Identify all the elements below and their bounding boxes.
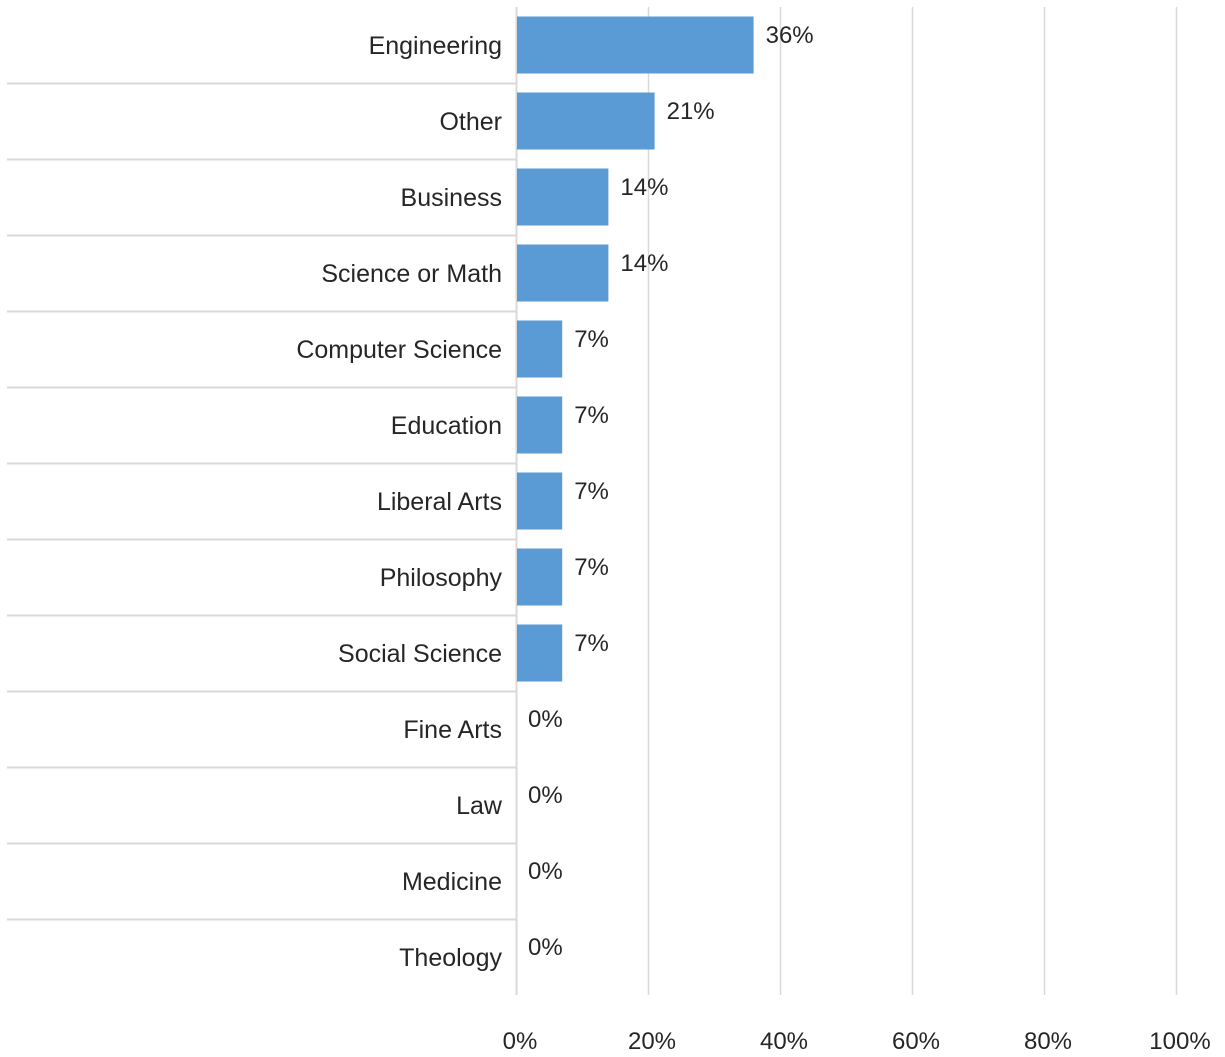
x-tick-label: 80%	[1024, 1028, 1072, 1055]
category-label: Philosophy	[380, 564, 503, 592]
data-label: 7%	[574, 326, 609, 353]
bars-layer	[517, 16, 754, 682]
bar-social-science	[517, 624, 563, 682]
labels-layer: Engineering 36% Other 21% Business 14% Science…	[296, 22, 1210, 1055]
data-label: 7%	[574, 630, 609, 657]
data-label: 7%	[574, 478, 609, 505]
bar-other	[517, 92, 655, 150]
category-label: Other	[439, 108, 502, 136]
data-label: 36%	[766, 22, 814, 49]
category-label: Engineering	[369, 32, 502, 60]
category-label: Fine Arts	[403, 716, 502, 744]
data-label: 0%	[528, 782, 563, 809]
category-label: Liberal Arts	[377, 488, 502, 516]
category-label: Law	[456, 792, 503, 820]
data-label: 7%	[574, 402, 609, 429]
bar-business	[517, 168, 609, 226]
data-label: 0%	[528, 858, 563, 885]
bar-education	[517, 396, 563, 454]
bar-liberal-arts	[517, 472, 563, 530]
data-label: 21%	[667, 98, 715, 125]
category-label: Medicine	[402, 868, 502, 896]
category-label: Science or Math	[321, 260, 502, 288]
bar-philosophy	[517, 548, 563, 606]
category-label: Business	[401, 184, 502, 212]
x-tick-label: 0%	[503, 1028, 538, 1055]
x-tick-label: 20%	[628, 1028, 676, 1055]
category-label: Social Science	[338, 640, 502, 668]
data-label: 0%	[528, 934, 563, 961]
category-label: Education	[391, 412, 502, 440]
x-tick-label: 40%	[760, 1028, 808, 1055]
category-label: Computer Science	[296, 336, 502, 364]
x-tick-label: 60%	[892, 1028, 940, 1055]
data-label: 14%	[620, 174, 668, 201]
grid-layer	[7, 7, 1178, 995]
category-label: Theology	[399, 944, 502, 972]
data-label: 14%	[620, 250, 668, 277]
data-label: 7%	[574, 554, 609, 581]
x-tick-label: 100%	[1149, 1028, 1210, 1055]
bar-engineering	[517, 16, 754, 74]
bar-science-or-math	[517, 244, 609, 302]
bar-computer-science	[517, 320, 563, 378]
data-label: 0%	[528, 706, 563, 733]
